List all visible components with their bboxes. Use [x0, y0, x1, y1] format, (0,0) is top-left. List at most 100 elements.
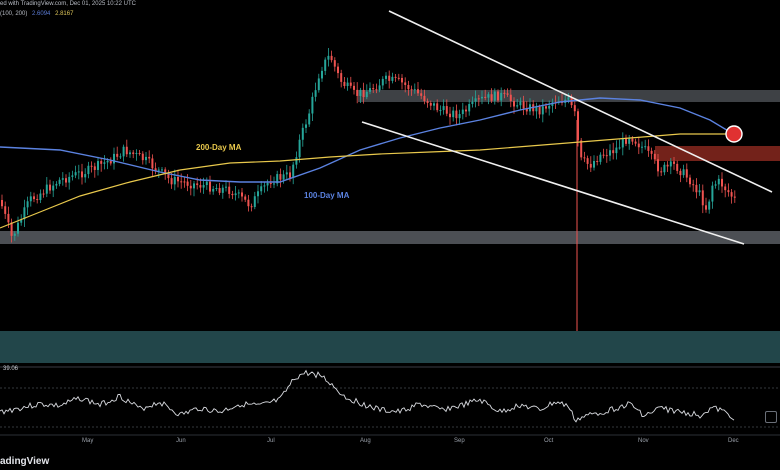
candle-body	[497, 91, 499, 101]
candle-body	[74, 172, 77, 176]
candle-body	[605, 155, 608, 157]
candle-body	[167, 174, 170, 179]
tradingview-icon[interactable]	[765, 411, 777, 423]
candle-body	[477, 98, 480, 100]
candle-body	[586, 158, 589, 164]
candle-body	[205, 181, 208, 186]
candle-body	[189, 185, 192, 189]
candle-body	[500, 92, 503, 101]
candle-body	[602, 154, 605, 156]
candle-body	[599, 154, 602, 162]
candle-body	[225, 186, 227, 188]
candle-body	[154, 168, 157, 171]
candle-body	[68, 176, 71, 183]
candle-body	[525, 108, 528, 112]
candle-body	[173, 177, 176, 185]
candle-body	[468, 104, 471, 112]
candle-body	[541, 106, 544, 115]
candle-body	[417, 89, 419, 94]
candle-body	[61, 178, 64, 180]
candle-body	[161, 169, 163, 171]
candle-body	[282, 174, 285, 180]
candle-body	[612, 150, 615, 154]
candle-body	[346, 82, 349, 87]
ma200-value: 2.8167	[55, 11, 74, 17]
candle-body	[39, 193, 42, 201]
resistance-zone	[655, 146, 780, 161]
support-zone	[0, 231, 780, 244]
candle-body	[20, 219, 23, 223]
candle-body	[100, 161, 103, 164]
candle-body	[353, 85, 355, 90]
candle-body	[321, 70, 323, 79]
candle-body	[116, 153, 119, 157]
candle-body	[17, 222, 19, 234]
month-label-sep: Sep	[454, 438, 465, 444]
candle-body	[58, 179, 61, 184]
tradingview-watermark: adingView	[0, 456, 50, 467]
candle-body	[180, 181, 183, 183]
candle-body	[356, 89, 359, 96]
candle-body	[135, 153, 138, 155]
candle-body	[285, 172, 288, 175]
candle-body	[378, 85, 381, 91]
candle-body	[196, 183, 199, 186]
candle-body	[103, 162, 106, 164]
channel-lower-line	[361, 121, 745, 245]
candle-body	[637, 143, 640, 148]
candle-body	[305, 124, 307, 128]
candle-body	[266, 182, 269, 186]
candle-body	[231, 193, 234, 196]
ma-legend: (100, 200) 2.6094 2.8167	[0, 11, 73, 17]
candle-body	[621, 138, 624, 148]
candle-body	[535, 106, 538, 112]
candle-body	[93, 166, 96, 170]
candle-body	[333, 60, 336, 67]
candle-body	[209, 181, 211, 192]
candle-body	[52, 185, 55, 191]
candle-body	[733, 196, 736, 198]
candle-body	[407, 84, 410, 90]
candle-body	[634, 141, 637, 144]
candle-body	[244, 196, 247, 200]
month-label-may: May	[82, 438, 94, 444]
candle-body	[436, 103, 439, 111]
candle-body	[391, 76, 394, 81]
candle-body	[369, 88, 371, 92]
candle-body	[202, 185, 205, 188]
candle-body	[138, 153, 141, 155]
chart-header: ed with TradingView.com, Dec 01, 2025 10…	[0, 1, 136, 7]
candle-body	[49, 184, 51, 191]
candle-body	[397, 77, 400, 79]
candle-body	[340, 73, 343, 82]
candle-body	[685, 169, 688, 178]
candle-body	[503, 92, 506, 94]
candle-body	[708, 201, 711, 210]
month-label-aug: Aug	[360, 438, 371, 444]
candle-body	[663, 164, 666, 173]
candle-body	[109, 160, 112, 164]
month-label-nov: Nov	[638, 438, 649, 444]
candle-body	[26, 201, 29, 208]
candle-body	[359, 89, 362, 96]
candle-body	[263, 185, 266, 187]
candle-body	[311, 96, 314, 114]
candle-body	[343, 81, 346, 87]
candle-body	[276, 174, 279, 184]
candle-body	[327, 55, 330, 60]
candle-body	[711, 185, 714, 202]
candle-body	[234, 193, 237, 196]
candle-body	[474, 98, 477, 102]
candle-body	[538, 106, 541, 115]
candle-body	[122, 146, 125, 157]
candle-body	[218, 188, 221, 193]
candle-body	[141, 153, 144, 161]
candle-body	[372, 88, 375, 90]
candle-body	[308, 113, 311, 125]
candle-body	[199, 185, 202, 188]
candle-body	[660, 171, 663, 173]
candle-body	[596, 161, 599, 163]
candle-body	[247, 199, 250, 207]
candle-body	[727, 190, 730, 193]
candle-body	[273, 183, 275, 185]
